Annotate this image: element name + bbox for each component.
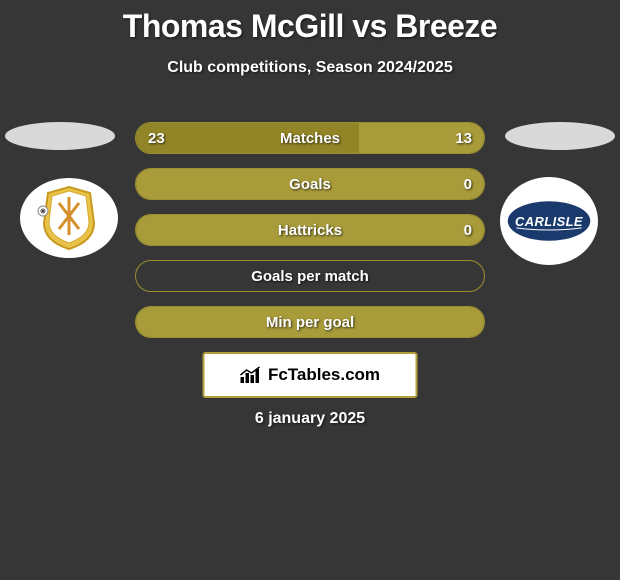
- svg-text:CARLISLE: CARLISLE: [515, 214, 583, 229]
- page-title: Thomas McGill vs Breeze: [0, 8, 620, 45]
- stats-list: Matches2313Goals0Hattricks0Goals per mat…: [135, 122, 485, 352]
- stat-value-right: 0: [464, 215, 472, 245]
- left-player-ellipse: [5, 122, 115, 150]
- subtitle: Club competitions, Season 2024/2025: [0, 59, 620, 77]
- stat-label: Matches: [136, 123, 484, 153]
- stat-row: Goals0: [135, 168, 485, 200]
- stat-label: Hattricks: [136, 215, 484, 245]
- stat-label: Min per goal: [136, 307, 484, 337]
- stat-label: Goals per match: [136, 261, 484, 291]
- brand-chart-icon: [240, 366, 262, 384]
- stat-value-right: 13: [455, 123, 472, 153]
- right-team-logo: CARLISLE: [500, 177, 598, 265]
- mk-dons-badge-icon: [34, 183, 104, 253]
- date-label: 6 january 2025: [0, 410, 620, 428]
- stat-row: Matches23 13: [135, 122, 485, 154]
- stat-value-right: 0: [464, 169, 472, 199]
- stat-row: Goals per match: [135, 260, 485, 292]
- stat-label: Goals: [136, 169, 484, 199]
- brand-box[interactable]: FcTables.com: [203, 352, 418, 398]
- comparison-card: Thomas McGill vs Breeze Club competition…: [0, 0, 620, 580]
- stat-row: Hattricks0: [135, 214, 485, 246]
- stat-row: Min per goal: [135, 306, 485, 338]
- right-player-ellipse: [505, 122, 615, 150]
- stat-value-left: 23: [148, 123, 165, 153]
- brand-label: FcTables.com: [268, 365, 380, 385]
- carlisle-badge-icon: CARLISLE: [506, 198, 592, 244]
- left-team-logo: [20, 178, 118, 258]
